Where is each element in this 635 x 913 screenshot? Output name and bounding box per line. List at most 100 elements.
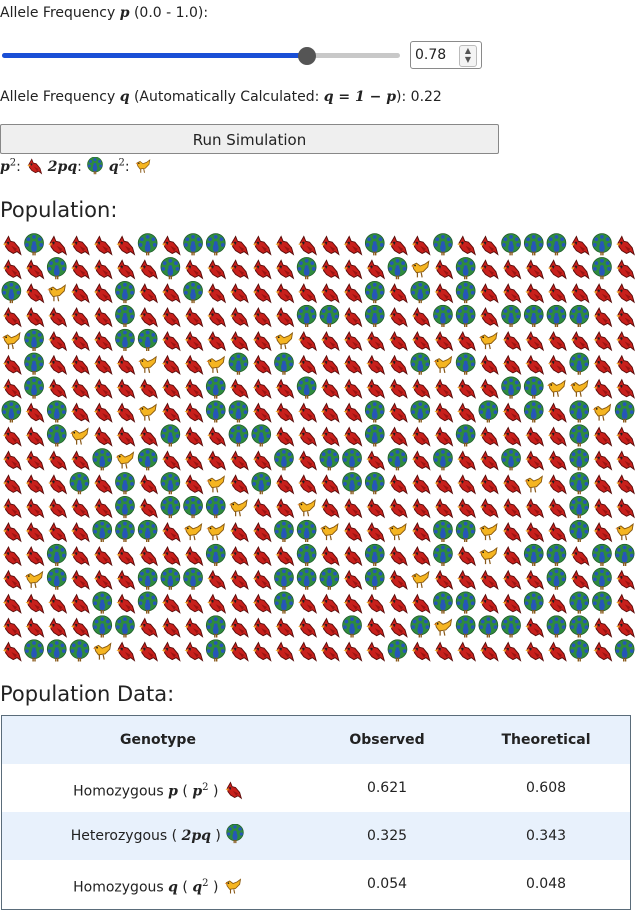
peacock-icon: [569, 615, 590, 639]
yellow-bird-icon: [92, 642, 112, 661]
cardinal-bird-icon: [524, 331, 544, 351]
yellow-bird-icon: [205, 475, 225, 493]
peacock-icon: [205, 400, 226, 424]
cardinal-bird-icon: [115, 379, 135, 399]
cardinal-bird-icon: [297, 618, 317, 638]
cardinal-bird-icon: [388, 403, 408, 423]
cardinal-bird-icon: [229, 307, 249, 327]
peacock-icon: [546, 567, 567, 591]
peacock-icon: [319, 448, 340, 472]
cardinal-bird-icon: [138, 642, 158, 661]
peacock-icon: [23, 328, 45, 352]
cardinal-bird-icon: [252, 235, 272, 255]
run-simulation-button[interactable]: Run Simulation: [0, 124, 499, 154]
cardinal-bird-icon: [547, 259, 567, 279]
cardinal-bird-icon: [570, 259, 590, 279]
cardinal-bird-icon: [93, 307, 113, 327]
cardinal-bird-icon: [115, 355, 135, 375]
peacock-icon: [1, 400, 22, 424]
cardinal-bird-icon: [388, 427, 408, 446]
cardinal-bird-icon: [252, 498, 272, 518]
peacock-icon: [69, 471, 90, 495]
cardinal-bird-icon: [388, 618, 408, 638]
cardinal-bird-icon: [206, 570, 226, 590]
cardinal-bird-icon: [184, 642, 203, 661]
population-heading: Population:: [0, 198, 118, 222]
slider-thumb[interactable]: [298, 47, 317, 65]
yellow-bird-icon: [523, 475, 543, 493]
yellow-bird-icon: [182, 523, 203, 541]
peacock-icon: [591, 256, 613, 280]
cardinal-bird-icon: [161, 594, 181, 614]
cardinal-bird-icon: [206, 307, 226, 327]
cardinal-bird-icon: [524, 259, 544, 279]
cardinal-bird-icon: [229, 618, 249, 638]
cardinal-bird-icon: [2, 235, 22, 255]
cardinal-bird-icon: [411, 546, 431, 566]
cardinal-bird-icon: [297, 283, 317, 303]
cardinal-bird-icon: [25, 522, 44, 542]
yellow-bird-icon: [296, 499, 316, 517]
cardinal-bird-icon: [433, 474, 453, 494]
cardinal-bird-icon: [93, 498, 113, 518]
peacock-icon: [364, 567, 385, 591]
peacock-icon: [546, 233, 567, 257]
cardinal-bird-icon: [502, 283, 521, 303]
peacock-icon: [455, 352, 476, 376]
peacock-icon: [500, 615, 522, 639]
header-theoretical: Theoretical: [501, 732, 591, 748]
cardinal-bird-icon: [252, 403, 272, 423]
peacock-icon: [46, 543, 67, 567]
cardinal-bird-icon: [252, 594, 272, 614]
spinner-icon[interactable]: ▲ ▼: [459, 45, 477, 67]
cardinal-bird-icon: [456, 498, 476, 518]
cardinal-bird-icon: [115, 403, 135, 423]
cardinal-bird-icon: [252, 618, 272, 638]
cardinal-bird-icon: [274, 642, 294, 661]
cardinal-bird-icon: [161, 642, 181, 661]
peacock-icon: [251, 471, 272, 495]
peacock-icon: [523, 543, 544, 567]
cardinal-bird-icon: [70, 594, 90, 614]
cardinal-bird-icon: [479, 355, 499, 375]
peacock-icon: [205, 495, 226, 519]
cardinal-bird-icon: [547, 427, 567, 446]
cardinal-bird-icon: [343, 307, 362, 327]
peacock-icon: [1, 280, 22, 304]
cardinal-bird-icon: [343, 594, 362, 614]
cardinal-bird-icon: [70, 403, 90, 423]
genotype-legend: p2: 2pq: q2:: [0, 156, 200, 179]
peacock-icon: [523, 400, 544, 424]
cardinal-bird-icon: [343, 546, 362, 566]
peacock-icon: [364, 424, 385, 448]
yellow-bird-icon: [223, 878, 241, 894]
cardinal-bird-icon: [229, 283, 249, 303]
cardinal-bird-icon: [70, 522, 90, 542]
peacock-icon: [46, 256, 67, 280]
p-frequency-slider[interactable]: [2, 47, 400, 65]
peacock-icon: [160, 567, 181, 591]
cardinal-bird-icon: [25, 283, 44, 303]
cardinal-bird-icon: [47, 331, 67, 351]
yellow-bird-icon: [546, 380, 566, 398]
p-frequency-input[interactable]: 0.78 ▲ ▼: [410, 41, 482, 69]
cardinal-bird-icon: [229, 594, 249, 614]
cardinal-bird-icon: [25, 307, 44, 327]
cardinal-bird-icon: [433, 403, 453, 423]
cardinal-bird-icon: [252, 307, 272, 327]
cardinal-bird-icon: [456, 403, 476, 423]
cardinal-bird-icon: [615, 307, 635, 327]
cardinal-bird-icon: [433, 570, 453, 590]
cardinal-bird-icon: [343, 427, 362, 446]
cardinal-bird-icon: [411, 642, 431, 661]
cardinal-bird-icon: [2, 522, 22, 542]
yellow-bird-icon: [591, 403, 612, 422]
cardinal-bird-icon: [70, 355, 90, 375]
peacock-icon: [87, 156, 104, 175]
cardinal-bird-icon: [502, 427, 521, 446]
cardinal-bird-icon: [524, 427, 544, 446]
cardinal-bird-icon: [524, 642, 544, 661]
cardinal-bird-icon: [252, 570, 272, 590]
cardinal-bird-icon: [502, 522, 521, 542]
cardinal-bird-icon: [502, 355, 521, 375]
